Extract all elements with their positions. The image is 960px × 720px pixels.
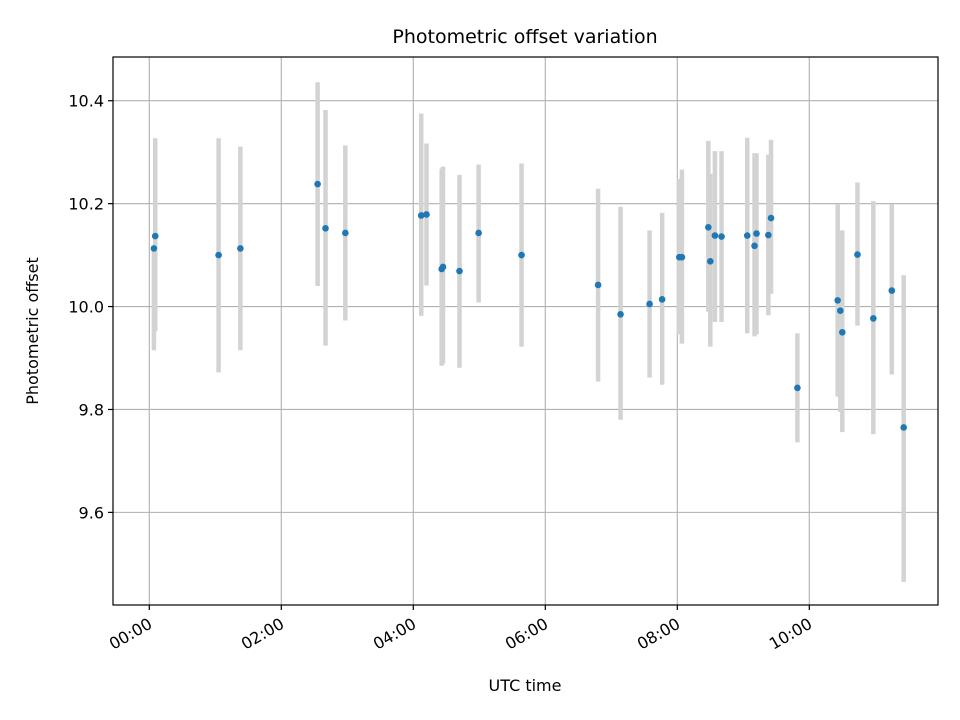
data-point-0-8 xyxy=(423,211,430,218)
y-tick-label-0: 9.6 xyxy=(79,503,104,522)
y-tick-label-1: 9.8 xyxy=(79,400,104,419)
data-point-0-34 xyxy=(870,315,877,322)
data-point-0-22 xyxy=(711,232,719,239)
data-point-0-15 xyxy=(617,310,624,318)
data-point-0-19 xyxy=(678,253,686,261)
data-point-0-32 xyxy=(839,328,846,336)
data-point-0-7 xyxy=(417,212,425,219)
data-point-0-11 xyxy=(456,267,463,275)
x-tick-label-3: 06:00 xyxy=(502,614,551,654)
data-point-0-25 xyxy=(751,242,758,250)
data-point-0-33 xyxy=(854,251,861,258)
data-point-0-16 xyxy=(646,300,653,308)
data-point-0-26 xyxy=(753,230,760,237)
x-tick-label-2: 04:00 xyxy=(370,614,419,654)
errorbar-layer xyxy=(151,82,906,582)
data-point-0-3 xyxy=(237,245,244,252)
data-point-0-6 xyxy=(342,229,349,237)
y-tick-label-3: 10.2 xyxy=(68,195,104,214)
data-point-0-0 xyxy=(150,245,158,252)
data-point-0-27 xyxy=(765,231,772,239)
x-tick-label-1: 02:00 xyxy=(238,614,287,654)
data-point-0-21 xyxy=(707,257,714,265)
data-point-0-4 xyxy=(314,180,321,188)
data-point-0-31 xyxy=(837,307,844,314)
x-tick-label-5: 10:00 xyxy=(766,614,815,654)
x-tick-label-0: 00:00 xyxy=(106,614,155,654)
data-point-0-1 xyxy=(151,232,159,240)
x-tick-label-4: 08:00 xyxy=(634,614,683,654)
y-tick-label-2: 10.0 xyxy=(68,298,104,317)
y-tick-label-4: 10.4 xyxy=(68,92,104,111)
y-axis-label: Photometric offset xyxy=(23,257,42,405)
data-point-0-24 xyxy=(743,232,751,239)
grid-layer xyxy=(113,57,938,605)
plot-frame xyxy=(112,56,939,606)
data-point-0-10 xyxy=(439,263,447,271)
data-point-0-28 xyxy=(767,214,775,222)
data-point-0-17 xyxy=(658,296,666,303)
data-point-0-13 xyxy=(518,251,525,259)
data-point-0-36 xyxy=(900,424,907,431)
chart-title: Photometric offset variation xyxy=(392,26,657,48)
x-axis-label: UTC time xyxy=(489,676,562,695)
data-point-0-30 xyxy=(834,297,841,304)
data-point-0-12 xyxy=(475,229,482,237)
data-point-0-5 xyxy=(322,225,329,232)
data-point-0-35 xyxy=(888,287,896,294)
point-layer xyxy=(150,180,907,431)
data-point-0-2 xyxy=(215,251,222,259)
data-point-0-29 xyxy=(794,384,801,392)
data-point-0-14 xyxy=(594,281,602,289)
data-point-0-20 xyxy=(705,224,712,231)
data-point-0-23 xyxy=(718,233,725,240)
